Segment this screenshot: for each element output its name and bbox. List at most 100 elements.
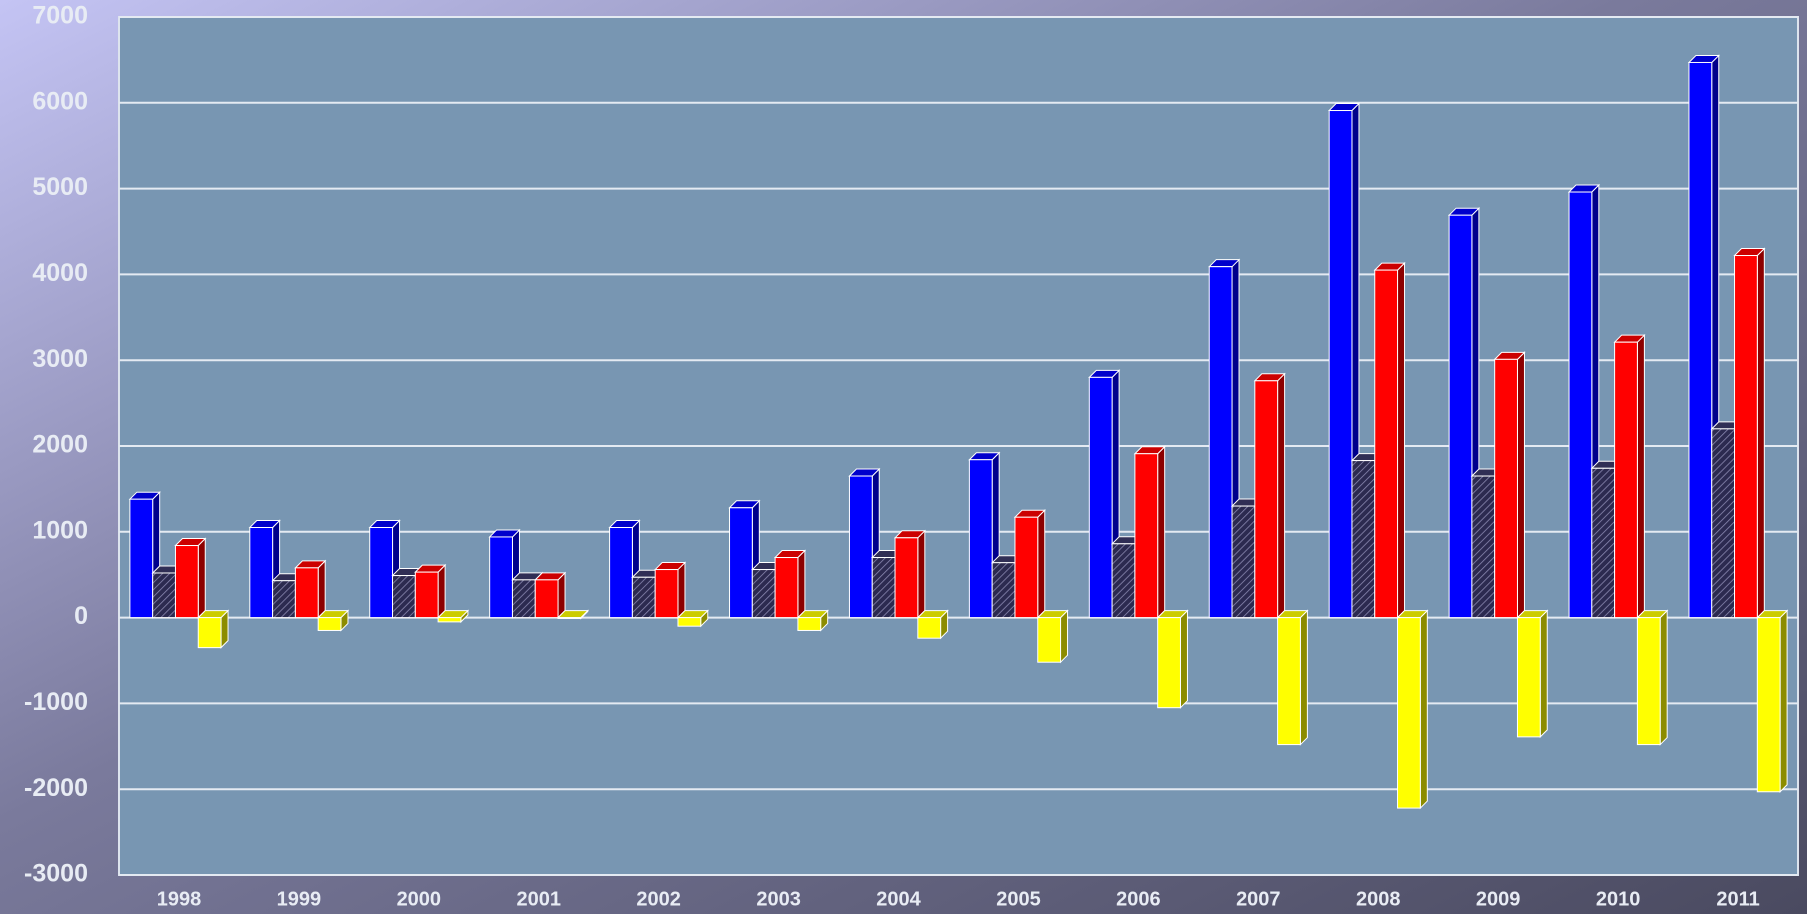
- bar: [894, 537, 919, 619]
- bar-side: [1060, 609, 1069, 664]
- x-tick-label: 2003: [756, 888, 801, 910]
- x-tick-label: 2011: [1716, 888, 1759, 910]
- x-tick-label: 2004: [876, 888, 921, 910]
- bar: [751, 569, 776, 619]
- bar: [1614, 341, 1638, 619]
- bar: [1756, 617, 1781, 793]
- y-tick-label: -3000: [24, 860, 88, 888]
- bar: [1254, 380, 1279, 619]
- bar: [1516, 617, 1541, 738]
- bar-side: [1419, 609, 1428, 810]
- bar: [414, 571, 439, 619]
- bar-side: [1277, 372, 1286, 619]
- bar-side: [1299, 609, 1308, 746]
- bar: [1471, 475, 1496, 619]
- x-tick-label: 2001: [517, 888, 562, 910]
- x-tick-label: 2009: [1476, 888, 1521, 910]
- bar: [197, 617, 222, 649]
- bar-side: [437, 563, 446, 619]
- bar: [437, 617, 462, 623]
- bar-side: [1659, 609, 1668, 746]
- bar-side: [557, 571, 566, 619]
- x-tick-label: 2008: [1356, 888, 1401, 910]
- bar: [1208, 266, 1233, 619]
- y-tick-label: -1000: [24, 688, 88, 716]
- bar: [174, 545, 199, 619]
- bar: [1374, 269, 1399, 619]
- bar: [1591, 467, 1616, 619]
- bar: [1568, 191, 1593, 619]
- bar-side: [1157, 445, 1166, 619]
- x-tick-label: 2005: [996, 888, 1041, 910]
- bar-side: [1516, 351, 1525, 619]
- bar-side: [1539, 609, 1548, 739]
- bar: [1328, 110, 1353, 619]
- bar: [609, 527, 633, 619]
- bar: [1014, 516, 1039, 619]
- bar: [1688, 61, 1713, 619]
- y-tick-label: 3000: [32, 345, 88, 373]
- bar: [152, 572, 176, 619]
- bar: [557, 617, 582, 619]
- bar: [249, 527, 274, 619]
- bar-side: [797, 549, 806, 619]
- x-tick-label: 1999: [277, 888, 322, 910]
- y-tick-label: 5000: [32, 173, 88, 201]
- x-tick-label: 2000: [397, 888, 442, 910]
- bar-side: [677, 561, 686, 619]
- bar: [1636, 617, 1661, 746]
- y-tick-label: -2000: [24, 774, 88, 802]
- bar: [1111, 543, 1136, 619]
- bar-side: [1636, 333, 1645, 619]
- bar: [129, 498, 154, 619]
- bar-side: [1037, 509, 1046, 619]
- y-tick-label: 1000: [32, 516, 88, 544]
- bar: [1351, 460, 1376, 619]
- y-tick-label: 2000: [32, 431, 88, 459]
- bar: [294, 567, 319, 619]
- y-tick-label: 4000: [32, 259, 88, 287]
- bar: [1711, 428, 1736, 619]
- x-tick-label: 2006: [1116, 888, 1161, 910]
- bar: [1448, 214, 1473, 619]
- bar: [1397, 617, 1421, 809]
- bar: [797, 617, 822, 631]
- bar: [848, 475, 873, 619]
- bar: [871, 557, 896, 619]
- bar: [511, 579, 536, 619]
- bar: [677, 617, 702, 627]
- bar: [1134, 453, 1159, 619]
- bar: [392, 575, 416, 619]
- bar: [1734, 255, 1758, 619]
- bar: [489, 536, 513, 619]
- y-tick-label: 0: [74, 602, 88, 630]
- bar: [631, 576, 656, 619]
- bar: [1157, 617, 1181, 709]
- y-tick-label: 7000: [32, 2, 88, 30]
- x-tick-label: 1998: [157, 888, 202, 910]
- bar-side: [1756, 247, 1765, 619]
- bar: [317, 617, 342, 631]
- bar: [968, 459, 993, 619]
- bar: [272, 580, 296, 619]
- bar: [654, 569, 679, 619]
- bar-side: [1179, 609, 1188, 709]
- y-tick-label: 6000: [32, 87, 88, 115]
- bar-side: [1397, 261, 1406, 619]
- bar: [774, 557, 799, 619]
- bar: [991, 562, 1016, 619]
- bar: [534, 579, 559, 619]
- bar: [1037, 617, 1062, 663]
- bar: [1088, 376, 1113, 619]
- bar-side: [917, 529, 926, 619]
- bar-side: [197, 537, 206, 619]
- bar: [1277, 617, 1301, 746]
- bar-side: [317, 559, 326, 619]
- bar: [729, 507, 753, 619]
- x-tick-label: 2007: [1236, 888, 1281, 910]
- bar: [917, 617, 942, 639]
- bar: [1494, 358, 1518, 619]
- bar: [1231, 505, 1256, 619]
- x-tick-label: 2010: [1596, 888, 1641, 910]
